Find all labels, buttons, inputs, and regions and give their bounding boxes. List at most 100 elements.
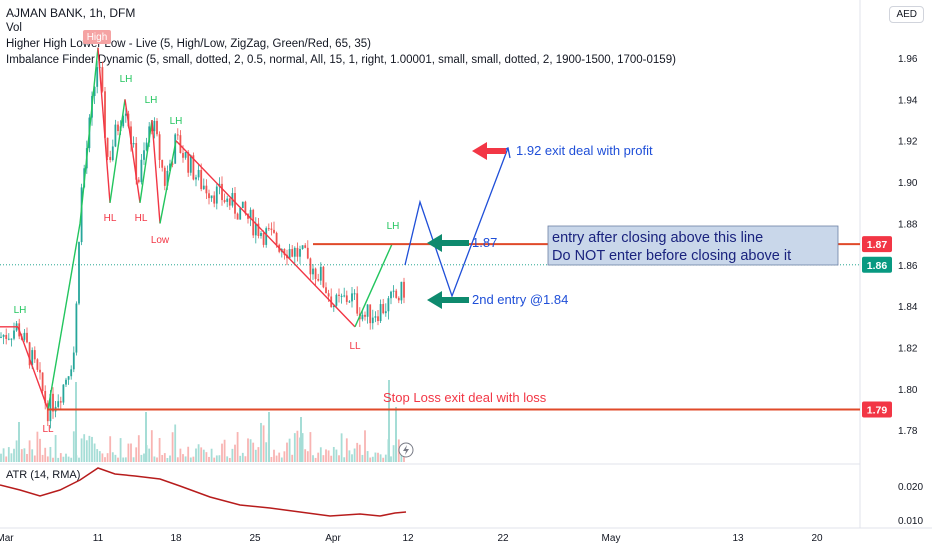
candle-body — [93, 86, 96, 96]
candle-body — [101, 67, 104, 92]
candle-body — [309, 258, 312, 275]
volume-bar — [293, 433, 296, 462]
zigzag-segment — [17, 326, 49, 410]
volume-bar — [288, 438, 291, 462]
profit-annotation: 1.92 exit deal with profit — [516, 143, 653, 158]
candle-body — [236, 213, 239, 220]
candle-body — [306, 247, 309, 259]
candle-body — [176, 134, 179, 136]
candle-body — [332, 305, 335, 308]
candle-body — [254, 223, 257, 236]
volume-bar — [5, 456, 8, 462]
volume-bar — [36, 431, 39, 462]
volume-bar — [148, 448, 151, 462]
candle-body — [241, 201, 244, 208]
y-tick-label: 1.80 — [898, 385, 918, 396]
candle-body — [7, 338, 10, 340]
volume-bar — [268, 412, 270, 462]
volume-bar — [275, 455, 278, 462]
swing-label: LH — [145, 95, 158, 106]
price-label: 1.86 — [867, 260, 888, 272]
volume-bar — [67, 456, 70, 462]
indicator-vol: Vol — [6, 22, 22, 34]
candle-body — [213, 195, 216, 204]
volume-bar — [390, 456, 392, 462]
volume-bar — [317, 452, 320, 462]
second-entry-annotation: 2nd entry @1.84 — [472, 292, 568, 307]
volume-bar — [403, 454, 405, 462]
volume-bar — [70, 457, 73, 462]
candle-body — [260, 233, 262, 236]
candle-body — [257, 223, 260, 236]
candle-body — [179, 135, 182, 154]
volume-bar — [218, 455, 221, 462]
volume-bar — [169, 455, 171, 462]
candle-body — [130, 126, 132, 145]
y-tick-label: 1.84 — [898, 302, 918, 313]
volume-bar — [343, 457, 346, 462]
volume-bar — [364, 430, 366, 462]
volume-bar — [184, 456, 187, 462]
candle-body — [215, 186, 218, 204]
candle-body — [72, 352, 75, 370]
volume-bar — [309, 432, 312, 462]
zigzag-segment — [139, 119, 153, 203]
entry-note-line1: entry after closing above this line — [552, 230, 763, 246]
volume-bar — [176, 457, 179, 462]
swing-label: LH — [120, 74, 133, 85]
candle-body — [197, 169, 200, 178]
volume-bar — [88, 435, 91, 462]
volume-bar — [353, 448, 356, 462]
currency-button[interactable]: AED — [889, 6, 924, 23]
volume-bar — [325, 449, 327, 462]
y-tick-label: 1.88 — [898, 219, 918, 230]
volume-bar — [236, 432, 239, 462]
volume-bar — [119, 438, 122, 462]
candle-body — [392, 290, 395, 292]
entry-price-annotation: 1.87 — [472, 235, 497, 250]
volume-bar — [241, 452, 244, 462]
volume-bar — [20, 449, 23, 462]
volume-bar — [369, 457, 372, 462]
volume-bar — [340, 433, 343, 462]
x-tick-label: 11 — [93, 533, 104, 544]
volume-bar — [348, 450, 351, 462]
y-tick-label: 1.86 — [898, 261, 918, 272]
candle-body — [226, 198, 229, 202]
volume-bar — [260, 422, 262, 462]
candle-body — [0, 336, 2, 338]
entry-arrow — [427, 234, 469, 252]
volume-bar — [75, 382, 77, 462]
volume-bar — [215, 455, 218, 462]
candle-body — [356, 293, 359, 314]
candle-body — [104, 91, 106, 138]
atr-y-tick-label: 0.020 — [898, 482, 923, 493]
candle-body — [327, 293, 330, 297]
volume-bar — [150, 430, 153, 462]
volume-bar — [28, 440, 31, 462]
volume-bar — [2, 448, 5, 462]
volume-bar — [273, 449, 275, 462]
candle-body — [369, 304, 372, 324]
candle-body — [200, 169, 203, 190]
volume-bar — [335, 449, 338, 462]
candle-body — [31, 350, 34, 366]
candle-body — [80, 187, 83, 243]
candle-body — [299, 248, 301, 257]
volume-bar — [33, 455, 36, 462]
y-tick-label: 1.82 — [898, 344, 918, 355]
atr-line — [0, 467, 407, 517]
candle-body — [382, 304, 385, 314]
candle-body — [174, 134, 177, 164]
zigzag-segment — [354, 243, 393, 328]
candle-body — [377, 316, 379, 322]
candle-body — [403, 281, 405, 298]
volume-bar — [85, 440, 88, 462]
volume-bar — [356, 442, 359, 462]
volume-bar — [137, 435, 140, 462]
volume-bar — [130, 443, 132, 462]
candle-body — [182, 153, 184, 158]
zigzag-segment — [151, 119, 161, 224]
